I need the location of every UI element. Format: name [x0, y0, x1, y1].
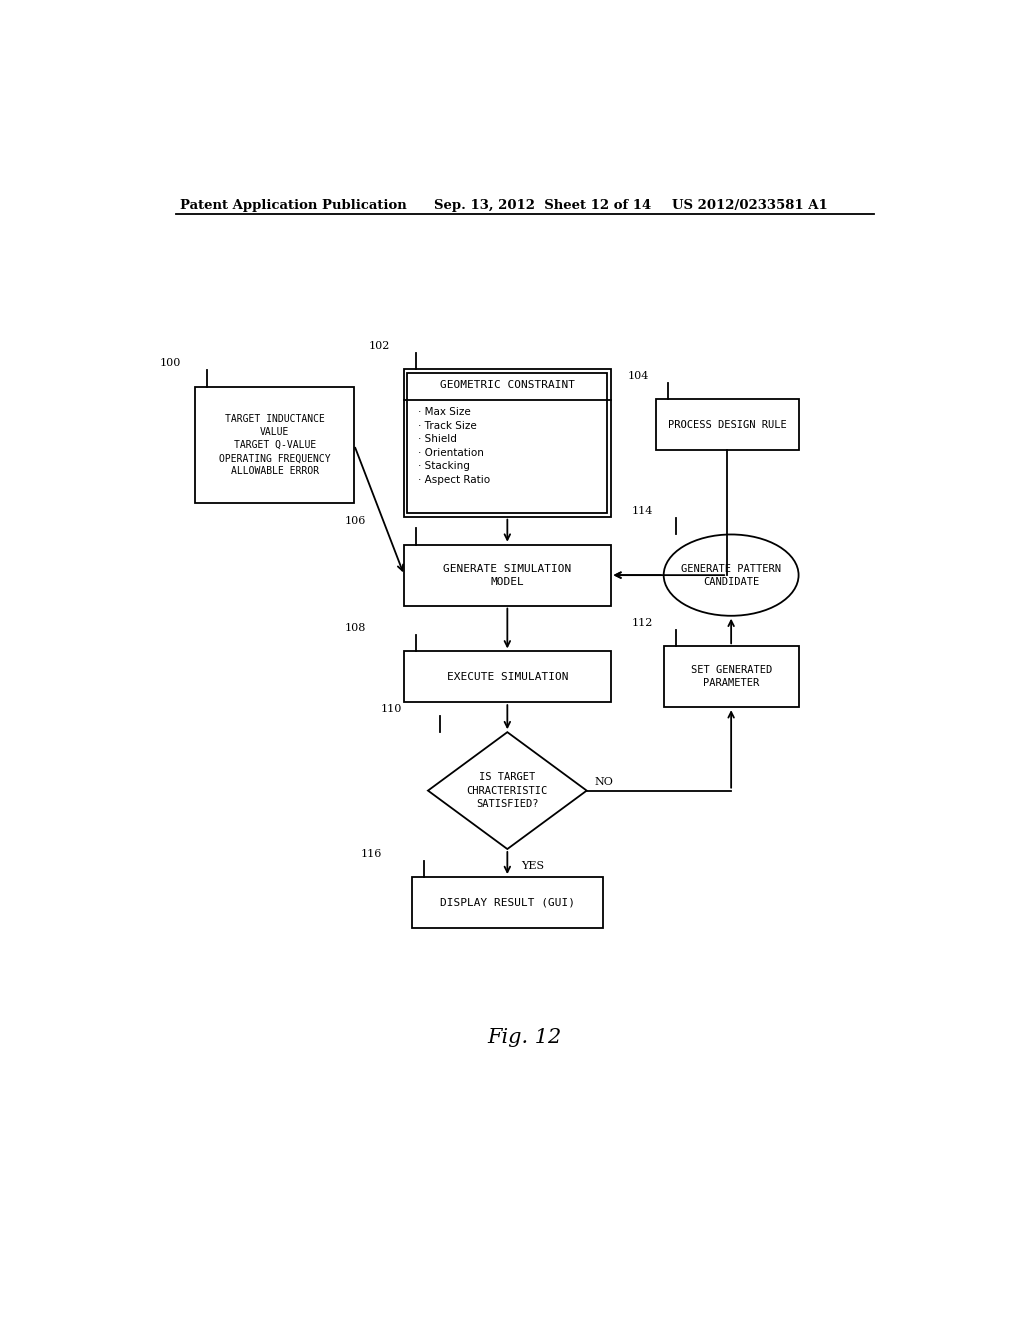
Text: 106: 106 — [345, 516, 366, 527]
Bar — [408, 374, 607, 512]
Text: PROCESS DESIGN RULE: PROCESS DESIGN RULE — [668, 420, 786, 430]
Bar — [404, 545, 610, 606]
Text: 100: 100 — [160, 358, 181, 368]
Text: US 2012/0233581 A1: US 2012/0233581 A1 — [672, 198, 827, 211]
Text: Sep. 13, 2012  Sheet 12 of 14: Sep. 13, 2012 Sheet 12 of 14 — [433, 198, 651, 211]
Text: 102: 102 — [369, 341, 390, 351]
Bar — [404, 370, 610, 516]
Text: GENERATE SIMULATION
MODEL: GENERATE SIMULATION MODEL — [443, 564, 571, 586]
Text: SET GENERATED
PARAMETER: SET GENERATED PARAMETER — [690, 665, 772, 688]
Bar — [404, 651, 610, 702]
Text: 114: 114 — [632, 506, 653, 516]
Text: GENERATE PATTERN
CANDIDATE: GENERATE PATTERN CANDIDATE — [681, 564, 781, 586]
Text: 112: 112 — [632, 618, 653, 628]
Text: IS TARGET
CHRACTERISTIC
SATISFIED?: IS TARGET CHRACTERISTIC SATISFIED? — [467, 772, 548, 809]
Text: · Max Size
· Track Size
· Shield
· Orientation
· Stacking
· Aspect Ratio: · Max Size · Track Size · Shield · Orien… — [419, 407, 490, 484]
Text: 108: 108 — [345, 623, 366, 634]
Ellipse shape — [664, 535, 799, 615]
Text: GEOMETRIC CONSTRAINT: GEOMETRIC CONSTRAINT — [440, 380, 574, 389]
Text: YES: YES — [521, 861, 545, 871]
Text: 116: 116 — [360, 849, 382, 859]
Bar — [412, 876, 602, 928]
Text: NO: NO — [595, 777, 613, 788]
Text: 110: 110 — [380, 704, 401, 714]
Text: Fig. 12: Fig. 12 — [487, 1028, 562, 1047]
Text: EXECUTE SIMULATION: EXECUTE SIMULATION — [446, 672, 568, 681]
Text: DISPLAY RESULT (GUI): DISPLAY RESULT (GUI) — [440, 898, 574, 907]
Text: TARGET INDUCTANCE
VALUE
TARGET Q-VALUE
OPERATING FREQUENCY
ALLOWABLE ERROR: TARGET INDUCTANCE VALUE TARGET Q-VALUE O… — [219, 413, 331, 477]
Polygon shape — [428, 733, 587, 849]
Bar — [655, 399, 799, 450]
Text: Patent Application Publication: Patent Application Publication — [179, 198, 407, 211]
Text: 104: 104 — [628, 371, 649, 381]
Bar — [664, 647, 799, 708]
Bar — [196, 387, 354, 503]
